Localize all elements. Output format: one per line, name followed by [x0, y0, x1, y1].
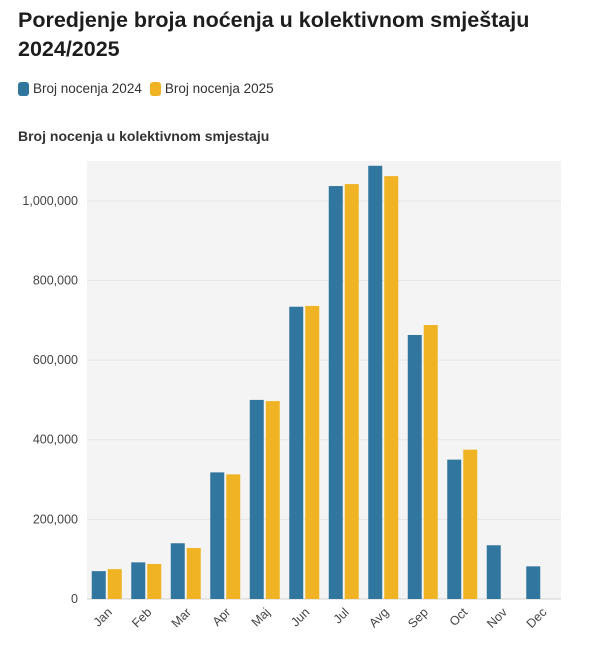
x-tick-label: Maj: [249, 605, 273, 629]
x-tick-label: Jan: [91, 605, 115, 629]
bar-2024-jun: [289, 306, 304, 599]
y-tick-label: 400,000: [33, 433, 78, 447]
bar-2025-jun: [305, 305, 320, 599]
x-tick-label: Oct: [447, 605, 471, 629]
x-tick-label: Jul: [331, 605, 352, 626]
legend-label-2024: Broj nocenja 2024: [33, 81, 142, 96]
x-tick-label: Jun: [288, 605, 312, 629]
bar-2024-mar: [170, 543, 185, 599]
bar-2025-avg: [384, 176, 399, 599]
legend: Broj nocenja 2024 Broj nocenja 2025: [18, 81, 282, 96]
y-tick-label: 1,000,000: [22, 194, 78, 208]
plot-background: [87, 161, 561, 599]
y-tick-label: 800,000: [33, 273, 78, 287]
legend-item-2024[interactable]: Broj nocenja 2024: [18, 81, 142, 96]
x-tick-label: Apr: [210, 605, 234, 629]
x-tick-label: Feb: [129, 605, 154, 630]
chart-title: Poredjenje broja noćenja u kolektivnom s…: [18, 8, 530, 61]
bar-2024-maj: [249, 399, 264, 599]
bar-2025-maj: [265, 401, 280, 599]
chart-heading: Broj nocenja u kolektivnom smjestaju: [18, 128, 270, 144]
bar-2024-jan: [91, 571, 106, 599]
y-tick-label: 200,000: [33, 512, 78, 526]
legend-item-2025[interactable]: Broj nocenja 2025: [149, 81, 274, 96]
x-tick-label: Sep: [405, 605, 431, 631]
bar-2025-jan: [107, 569, 122, 599]
x-tick-label: Avg: [366, 605, 391, 630]
x-tick-label: Nov: [484, 605, 510, 631]
bar-2025-oct: [463, 449, 478, 599]
legend-label-2025: Broj nocenja 2025: [164, 81, 274, 96]
legend-swatch-2025: [149, 81, 161, 96]
bar-2024-nov: [486, 545, 501, 599]
bar-2025-jul: [344, 184, 359, 599]
bar-2024-sep: [407, 335, 422, 599]
bar-2024-oct: [447, 459, 462, 599]
bar-2025-sep: [423, 325, 438, 599]
bar-2025-apr: [226, 474, 241, 599]
bar-2025-mar: [186, 548, 201, 599]
bar-2024-avg: [368, 165, 383, 599]
bar-2024-feb: [131, 562, 146, 599]
bar-2024-dec: [526, 566, 541, 599]
bar-chart: 0 200,000 400,000 600,000 800,000 1,000,000 Ja…: [22, 161, 561, 631]
bar-2024-jul: [328, 186, 343, 599]
y-tick-label: 600,000: [33, 353, 78, 367]
legend-swatch-2024: [18, 81, 29, 96]
y-tick-label: 0: [71, 592, 78, 606]
x-tick-label: Mar: [169, 605, 194, 630]
bar-2025-feb: [147, 563, 162, 599]
bar-2024-apr: [210, 472, 225, 599]
x-tick-label: Dec: [524, 605, 550, 631]
